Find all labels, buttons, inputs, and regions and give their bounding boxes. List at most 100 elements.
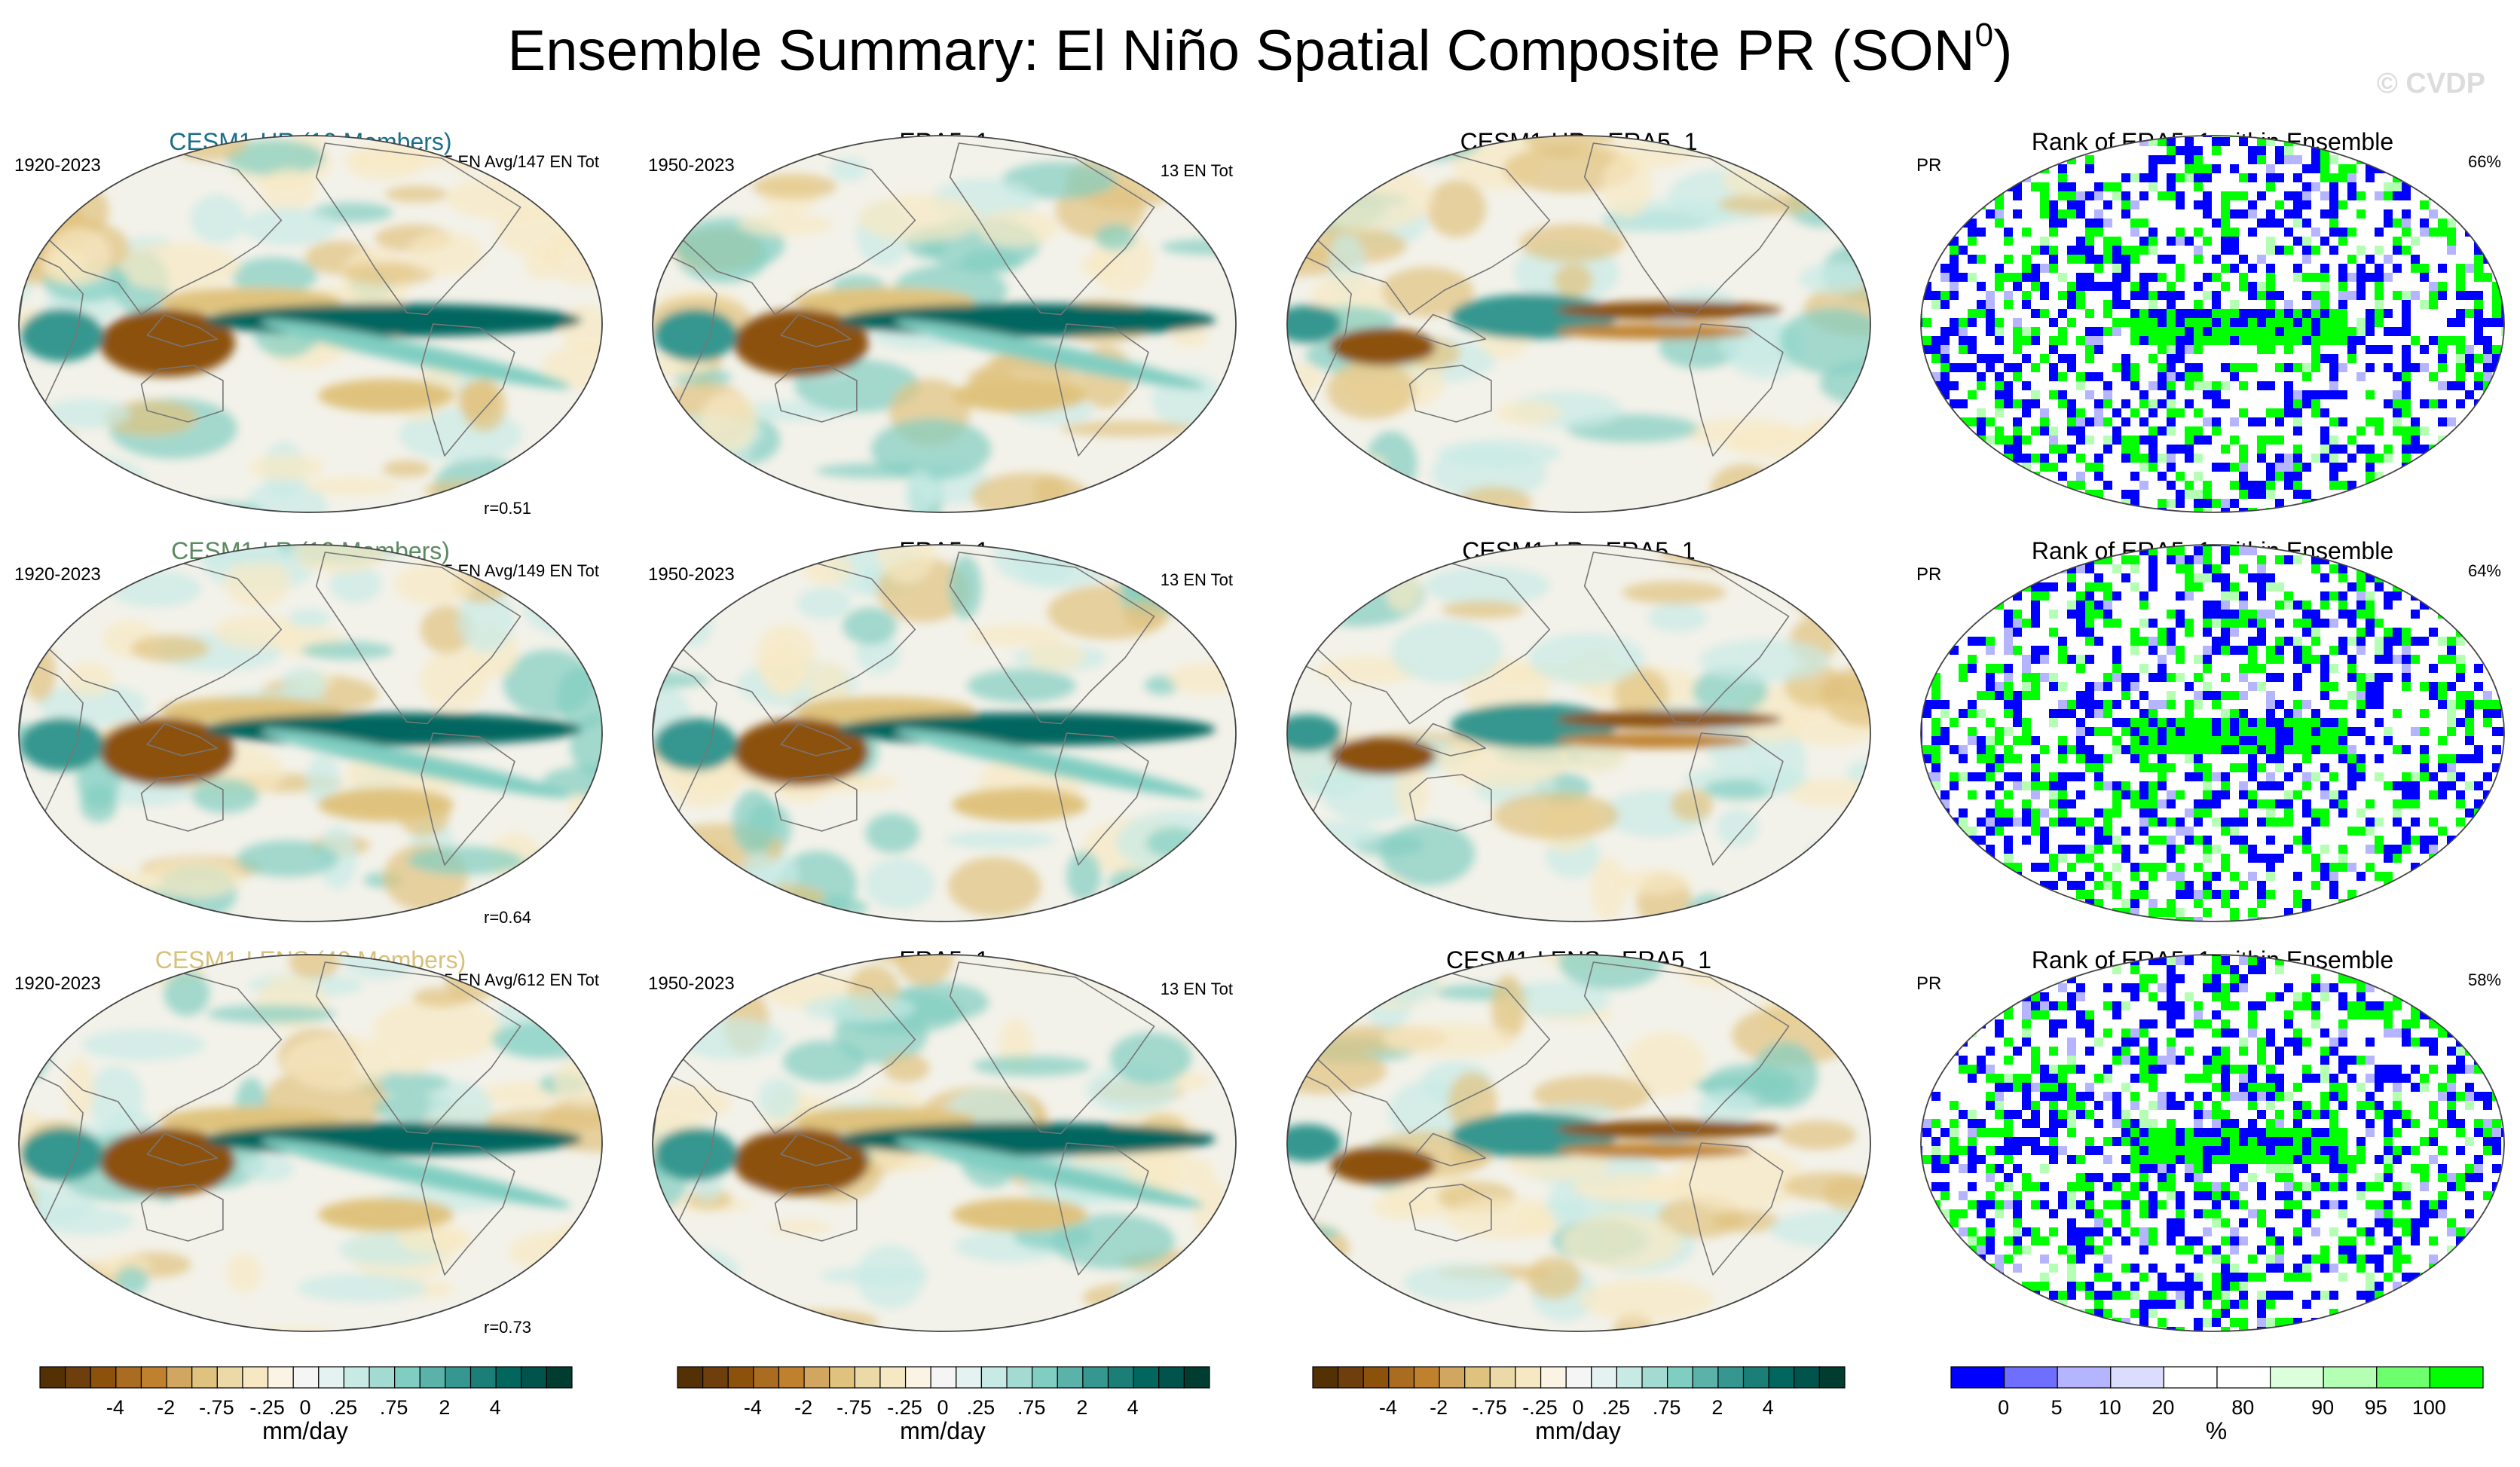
colorbar-tick-label: -.75 (1472, 1396, 1507, 1419)
colorbar-tick-label: -.75 (836, 1396, 872, 1419)
colorbar-tick-label: 5 (2051, 1396, 2063, 1419)
colorbar-tick-label: 2 (1076, 1396, 1088, 1419)
colorbar-swatch (1717, 1366, 1745, 1389)
colorbar-swatch (1158, 1366, 1185, 1389)
colorbar-tick-label: -.25 (887, 1396, 922, 1419)
colorbar-swatch (778, 1366, 805, 1389)
colorbar-swatch (1641, 1366, 1668, 1389)
colorbar-swatch (1818, 1366, 1846, 1389)
colorbar-swatch (216, 1366, 243, 1389)
colorbar-swatch (1464, 1366, 1491, 1389)
colorbar-swatch (2216, 1366, 2271, 1389)
colorbar-tick-label: 2 (1711, 1396, 1723, 1419)
panel-period-r3c4: PR (1916, 973, 1942, 994)
colorbar-diff (1312, 1366, 1846, 1389)
colorbar-swatch (1515, 1366, 1542, 1389)
panel-correlation-r1c1: r=0.51 (484, 499, 531, 518)
colorbar-tick-label: -2 (794, 1396, 813, 1419)
colorbar-tick-label: 100 (2411, 1396, 2446, 1419)
colorbar-swatch (1006, 1366, 1033, 1389)
map-r1c4 (1920, 135, 2505, 513)
colorbar-tick-label: 0 (937, 1396, 949, 1419)
colorbar-swatch (980, 1366, 1008, 1389)
panel-subtitle-r1c2: 13 EN Tot (1160, 161, 1233, 180)
panel-subtitle-r1c4: 66% (2467, 152, 2501, 171)
colorbar-tick-label: -2 (157, 1396, 176, 1419)
colorbar-swatch (318, 1366, 345, 1389)
panel-period-r2c1: 1920-2023 (14, 564, 101, 585)
colorbar-tick-label: -4 (106, 1396, 124, 1419)
colorbar-tick-label: 4 (1127, 1396, 1139, 1419)
colorbar-swatch (90, 1366, 117, 1389)
colorbar-swatch (1032, 1366, 1058, 1389)
colorbar-swatch (1565, 1366, 1592, 1389)
colorbar-swatch (2429, 1366, 2484, 1389)
colorbar-tick-label: -.25 (249, 1396, 285, 1419)
colorbar-swatch (39, 1366, 66, 1389)
colorbar-swatch (1133, 1366, 1160, 1389)
colorbar-swatch (65, 1366, 91, 1389)
panel-subtitle-r3c2: 13 EN Tot (1160, 980, 1233, 998)
colorbar-swatch (469, 1366, 497, 1389)
colorbar-unit-label: % (2205, 1417, 2228, 1444)
colorbar-swatch (2163, 1366, 2218, 1389)
colorbar-model (39, 1366, 573, 1389)
colorbar-swatch (1591, 1366, 1618, 1389)
colorbar-tick-label: 4 (489, 1396, 501, 1419)
watermark: © CVDP (2376, 68, 2485, 99)
colorbar-swatch (1183, 1366, 1210, 1389)
colorbar-tick-label: -.25 (1522, 1396, 1558, 1419)
colorbar-swatch (879, 1366, 907, 1389)
colorbar-swatch (394, 1366, 421, 1389)
panel-subtitle-r2c4: 64% (2467, 561, 2501, 580)
map-r3c2 (652, 954, 1237, 1332)
colorbar-swatch (1057, 1366, 1084, 1389)
colorbar-swatch (242, 1366, 269, 1389)
colorbar-unit-label: mm/day (262, 1417, 348, 1444)
colorbar-tick-label: 20 (2151, 1396, 2175, 1419)
colorbar-swatch (1692, 1366, 1719, 1389)
colorbar-tick-label: 0 (1998, 1396, 2010, 1419)
colorbar-swatch (1082, 1366, 1109, 1389)
colorbar-swatch (166, 1366, 193, 1389)
map-r3c4 (1920, 954, 2505, 1332)
colorbar-swatch (343, 1366, 370, 1389)
panel-period-r1c1: 1920-2023 (14, 155, 101, 176)
map-r1c2 (652, 135, 1237, 513)
colorbar-tick-label: .75 (379, 1396, 408, 1419)
colorbar-swatch (140, 1366, 167, 1389)
colorbar-swatch (1794, 1366, 1820, 1389)
colorbar-swatch (829, 1366, 855, 1389)
panel-period-r1c4: PR (1916, 155, 1942, 176)
colorbar-tick-label: 4 (1762, 1396, 1774, 1419)
colorbar-swatch (1616, 1366, 1643, 1389)
colorbar-swatch (727, 1366, 754, 1389)
colorbar-swatch (419, 1366, 446, 1389)
map-r1c1 (18, 135, 603, 513)
colorbar-tick-label: .25 (966, 1396, 995, 1419)
colorbar-swatch (521, 1366, 547, 1389)
panel-period-r3c2: 1950-2023 (648, 973, 735, 994)
colorbar-swatch (1742, 1366, 1769, 1389)
colorbar-tick-label: .25 (1601, 1396, 1631, 1419)
colorbar-tick-label: -2 (1430, 1396, 1448, 1419)
colorbar-swatch (2110, 1366, 2165, 1389)
colorbar-tick-label: 10 (2098, 1396, 2121, 1419)
colorbar-swatch (1107, 1366, 1134, 1389)
panel-correlation-r3c1: r=0.73 (484, 1318, 531, 1337)
panel-subtitle-r2c2: 13 EN Tot (1160, 570, 1233, 589)
panel-subtitle-r3c4: 58% (2467, 970, 2501, 989)
colorbar-swatch (369, 1366, 396, 1389)
colorbar-tick-label: 95 (2364, 1396, 2387, 1419)
colorbar-tick-label: 90 (2311, 1396, 2335, 1419)
map-r3c3 (1286, 954, 1871, 1332)
colorbar-tick-label: -4 (1378, 1396, 1397, 1419)
panel-period-r2c2: 1950-2023 (648, 564, 735, 585)
colorbar-swatch (2003, 1366, 2058, 1389)
colorbar-tick-label: .75 (1652, 1396, 1681, 1419)
colorbar-swatch (1362, 1366, 1390, 1389)
colorbar-swatch (677, 1366, 704, 1389)
colorbar-tick-label: .75 (1017, 1396, 1046, 1419)
colorbar-swatch (2323, 1366, 2378, 1389)
panel-correlation-r2c1: r=0.64 (484, 908, 531, 927)
